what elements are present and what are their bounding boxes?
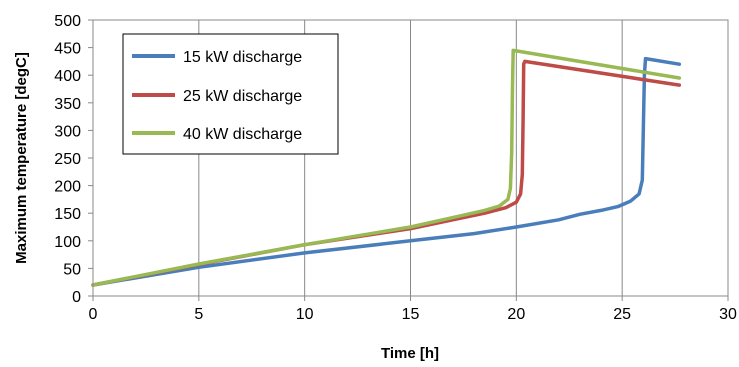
- x-axis-title: Time [h]: [381, 345, 439, 362]
- x-tick-label: 0: [89, 306, 98, 323]
- x-tick-labels: 0 5 10 15 20 25 30: [89, 296, 737, 323]
- y-tick-label: 150: [54, 206, 81, 223]
- y-axis-title: Maximum temperature [degC]: [13, 52, 30, 264]
- legend-label-15kw: 15 kW discharge: [183, 49, 302, 66]
- legend-label-25kw: 25 kW discharge: [183, 88, 302, 105]
- x-tick-label: 30: [719, 306, 737, 323]
- y-tick-label: 250: [54, 151, 81, 168]
- legend: 15 kW discharge 25 kW discharge 40 kW di…: [122, 33, 339, 155]
- y-tick-label: 400: [54, 68, 81, 85]
- y-tick-label: 500: [54, 13, 81, 30]
- y-tick-label: 0: [72, 289, 81, 306]
- y-tick-label: 450: [54, 41, 81, 58]
- x-tick-label: 15: [402, 306, 420, 323]
- series-line-40kw: [91, 48, 682, 287]
- x-tick-label: 20: [507, 306, 525, 323]
- series-lines: [91, 48, 682, 287]
- y-tick-label: 350: [54, 96, 81, 113]
- y-tick-label: 200: [54, 179, 81, 196]
- y-tick-label: 300: [54, 123, 81, 140]
- x-tick-label: 5: [194, 306, 203, 323]
- x-tick-label: 25: [613, 306, 631, 323]
- legend-label-40kw: 40 kW discharge: [183, 126, 302, 143]
- y-tick-labels: 0 50 100 150 200 250 300 350 400 450 500: [54, 13, 93, 306]
- y-tick-label: 50: [63, 261, 81, 278]
- x-tick-label: 10: [296, 306, 314, 323]
- y-tick-label: 100: [54, 234, 81, 251]
- series-line-15kw: [91, 56, 682, 287]
